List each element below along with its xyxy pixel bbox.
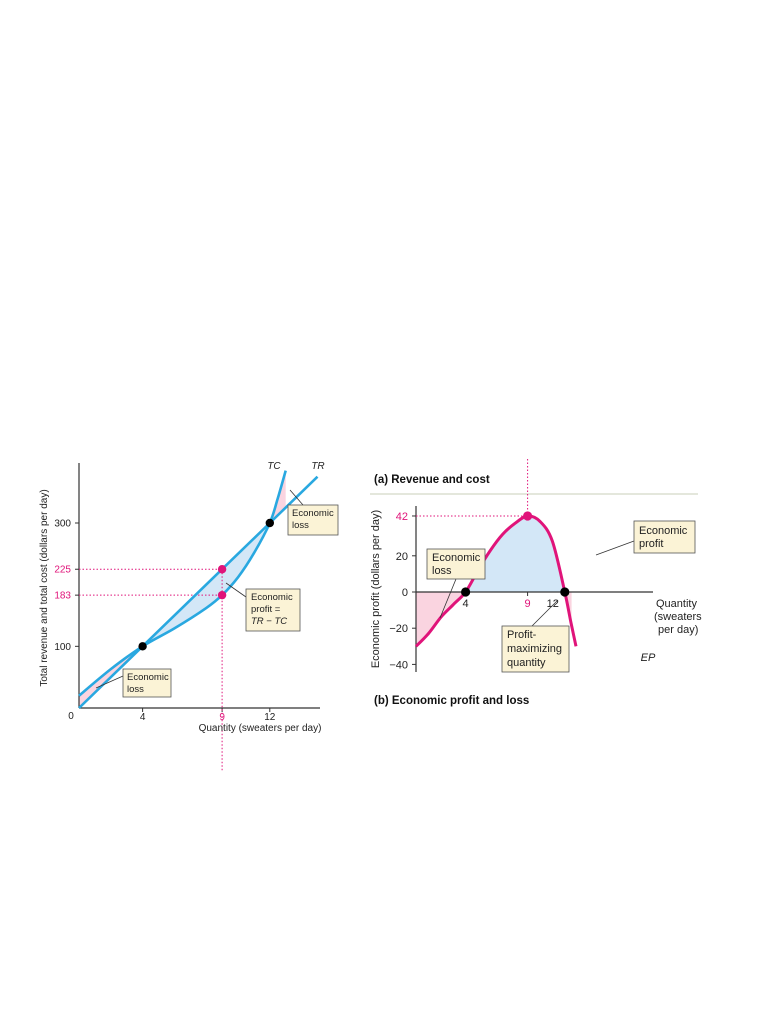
callout-line: quantity <box>507 657 546 669</box>
y-axis-label: Total revenue and total cost (dollars pe… <box>39 489 50 686</box>
data-points <box>461 511 570 597</box>
callout-line: Economic <box>292 508 334 519</box>
x-tick-label: 12 <box>264 712 276 723</box>
callout-leader-pmq <box>531 599 559 627</box>
y-tick-label: −20 <box>389 623 408 635</box>
callout-leader-profit <box>595 540 635 556</box>
callout-line: maximizing <box>507 643 562 655</box>
x-tick-labels: 4 9 12 <box>463 598 559 610</box>
data-point <box>217 565 227 574</box>
callout-line: Economic <box>432 552 481 564</box>
callout-economic-profit: Economic profit = TR − TC <box>245 588 301 632</box>
data-point <box>523 511 533 521</box>
y-tick-label: 100 <box>54 642 71 653</box>
y-tick-label: 300 <box>54 518 71 529</box>
x-axis-label-line: per day) <box>658 624 698 636</box>
y-tick-label: 225 <box>54 565 71 576</box>
callout-line: TR − TC <box>251 616 287 627</box>
callout-line: loss <box>127 684 144 695</box>
x-axis-label: Quantity (sweaters per day) <box>199 723 322 734</box>
data-point <box>461 587 471 597</box>
guide-lines <box>416 459 529 517</box>
callout-economic-loss-bottom: Economic loss <box>122 668 172 698</box>
y-tick-labels: −40 −20 0 20 42 <box>389 511 408 671</box>
y-tick-label: 0 <box>402 587 408 599</box>
tc-curve-label: TC <box>267 461 281 472</box>
data-point <box>138 642 147 651</box>
y-axis-label: Economic profit (dollars per day) <box>370 510 382 668</box>
x-tick-label: 4 <box>140 712 146 723</box>
callout-line: loss <box>432 565 452 577</box>
callout-line: Economic <box>639 525 688 537</box>
callout-line: profit = <box>251 604 281 615</box>
callout-line: loss <box>292 520 309 531</box>
data-point <box>265 518 274 528</box>
y-tick-label: 183 <box>54 591 71 602</box>
callout-line: Economic <box>251 592 293 603</box>
y-tick-label: 20 <box>396 551 408 563</box>
callout-leader-loss-bottom <box>95 675 124 689</box>
economic-profit-area <box>465 516 565 592</box>
callout-economic-profit: Economic profit <box>633 520 696 554</box>
tc-line <box>78 470 287 697</box>
origin-label: 0 <box>68 711 74 722</box>
x-tick-label: 9 <box>219 712 225 723</box>
x-tick-labels: 4 9 12 <box>140 712 276 723</box>
x-axis-label-line: Quantity <box>656 598 697 610</box>
callout-economic-loss: Economic loss <box>426 548 486 580</box>
x-tick-label: 9 <box>525 598 531 610</box>
guide-lines <box>79 568 223 772</box>
callout-line: Economic <box>127 672 169 683</box>
panel-b-title: (b) Economic profit and loss <box>374 695 529 707</box>
y-tick-label: 42 <box>396 511 408 523</box>
ep-curve-label: EP <box>641 652 656 664</box>
y-tick-label: −40 <box>389 659 408 671</box>
x-axis-label: Quantity (sweaters per day) <box>654 598 702 636</box>
ep-line <box>414 514 578 648</box>
chart-panel-b: (a) Revenue and cost −40 −20 0 20 42 4 9 12 Ec… <box>370 459 702 707</box>
tr-curve-label: TR <box>311 461 324 472</box>
y-tick-labels: 100 183 225 300 <box>54 518 71 652</box>
tr-line <box>78 475 319 709</box>
callout-leader-loss <box>439 578 457 619</box>
data-point <box>217 590 227 600</box>
callout-line: profit <box>639 538 663 550</box>
x-tick-label: 12 <box>547 598 559 610</box>
callout-leader-loss-top <box>289 489 304 506</box>
callout-line: Profit- <box>507 629 537 641</box>
callout-profit-maximizing-quantity: Profit-maximizing quantity <box>501 625 570 673</box>
callout-leader-profit <box>225 582 247 598</box>
chart-panel-a: 100 183 225 300 4 9 12 0 Total revenue and to… <box>39 461 339 772</box>
x-axis-label-line: (sweaters <box>654 611 702 623</box>
data-point <box>560 587 570 597</box>
x-tick-label: 4 <box>463 598 469 610</box>
callout-economic-loss-top: Economic loss <box>287 504 339 536</box>
data-points <box>138 518 274 651</box>
panel-a-title: (a) Revenue and cost <box>374 474 490 486</box>
